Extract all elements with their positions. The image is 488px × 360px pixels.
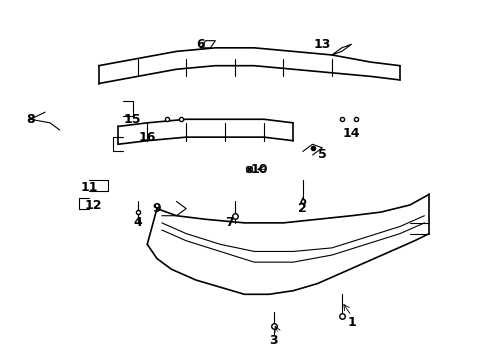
- Text: 2: 2: [298, 202, 306, 215]
- Text: 11: 11: [80, 181, 98, 194]
- Text: 9: 9: [152, 202, 161, 215]
- Text: 13: 13: [313, 38, 330, 51]
- Text: 1: 1: [346, 316, 355, 329]
- Text: 6: 6: [196, 38, 204, 51]
- Text: 15: 15: [123, 113, 141, 126]
- Text: 10: 10: [250, 163, 267, 176]
- Text: 3: 3: [269, 334, 277, 347]
- Text: 14: 14: [342, 127, 360, 140]
- Text: 8: 8: [26, 113, 35, 126]
- Text: 4: 4: [133, 216, 142, 229]
- Text: 16: 16: [138, 131, 156, 144]
- Text: 12: 12: [85, 198, 102, 212]
- Text: 7: 7: [225, 216, 234, 229]
- Text: 5: 5: [317, 148, 326, 162]
